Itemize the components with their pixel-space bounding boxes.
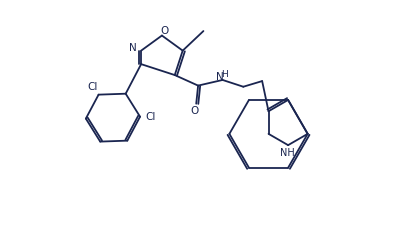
Text: N: N [216, 72, 224, 82]
Text: O: O [191, 105, 199, 115]
Text: H: H [221, 69, 228, 78]
Text: NH: NH [280, 147, 294, 157]
Text: O: O [161, 25, 169, 35]
Text: N: N [129, 43, 137, 53]
Text: Cl: Cl [88, 81, 98, 91]
Text: Cl: Cl [145, 112, 156, 122]
